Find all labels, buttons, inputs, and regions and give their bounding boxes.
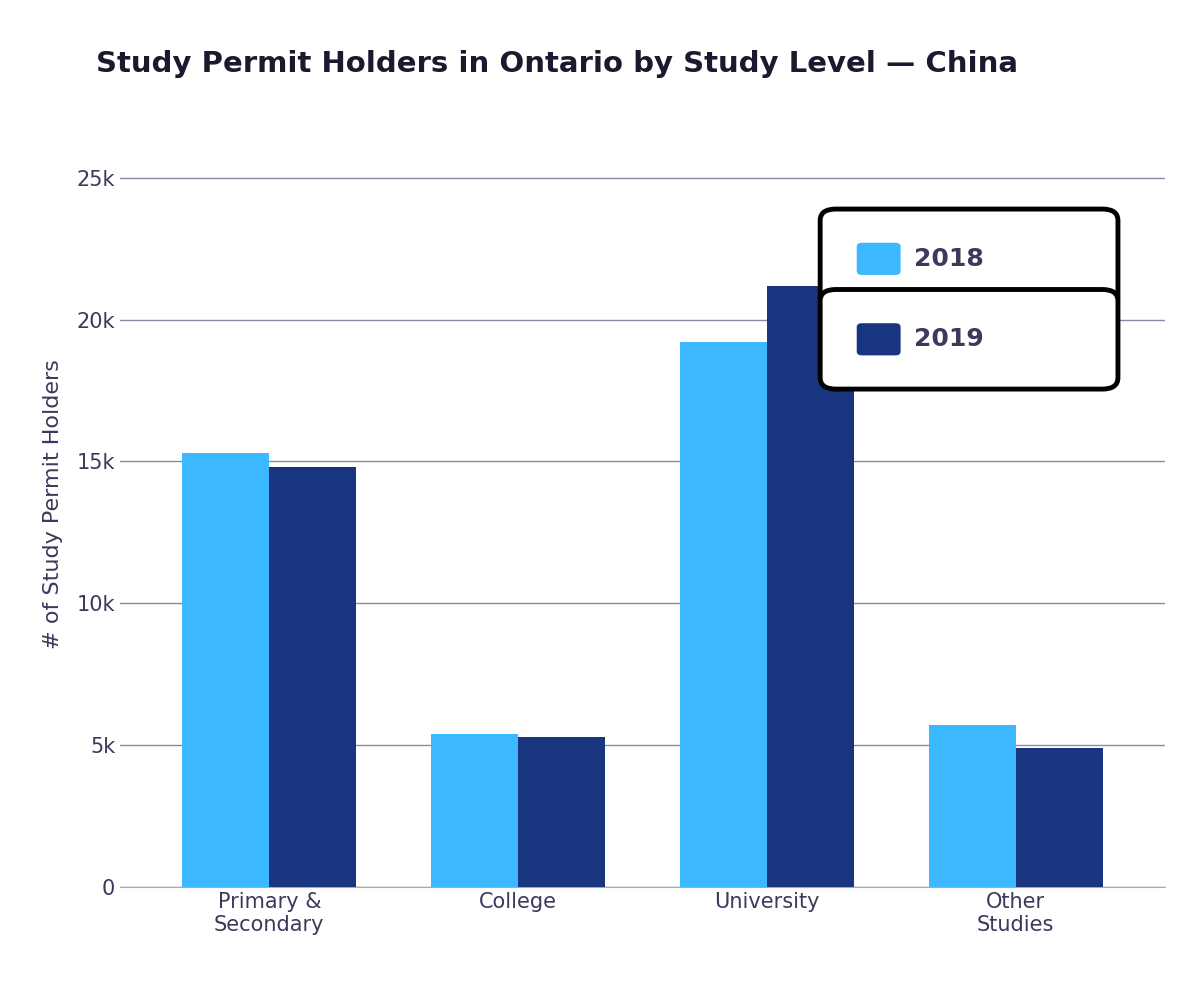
Text: 2018: 2018 bbox=[914, 247, 984, 271]
Bar bbox=[1016, 748, 1103, 887]
Bar bbox=[518, 737, 605, 887]
FancyBboxPatch shape bbox=[820, 209, 1118, 308]
Text: Study Permit Holders in Ontario by Study Level — China: Study Permit Holders in Ontario by Study… bbox=[96, 50, 1018, 79]
FancyBboxPatch shape bbox=[856, 324, 901, 356]
Bar bbox=[767, 285, 854, 887]
FancyBboxPatch shape bbox=[820, 289, 1118, 389]
Bar bbox=[431, 734, 518, 887]
FancyBboxPatch shape bbox=[856, 243, 901, 275]
Text: 2019: 2019 bbox=[914, 328, 984, 352]
Bar bbox=[183, 453, 269, 887]
Bar bbox=[269, 467, 357, 887]
Y-axis label: # of Study Permit Holders: # of Study Permit Holders bbox=[43, 359, 62, 649]
Bar bbox=[928, 726, 1016, 887]
Bar bbox=[680, 343, 767, 887]
